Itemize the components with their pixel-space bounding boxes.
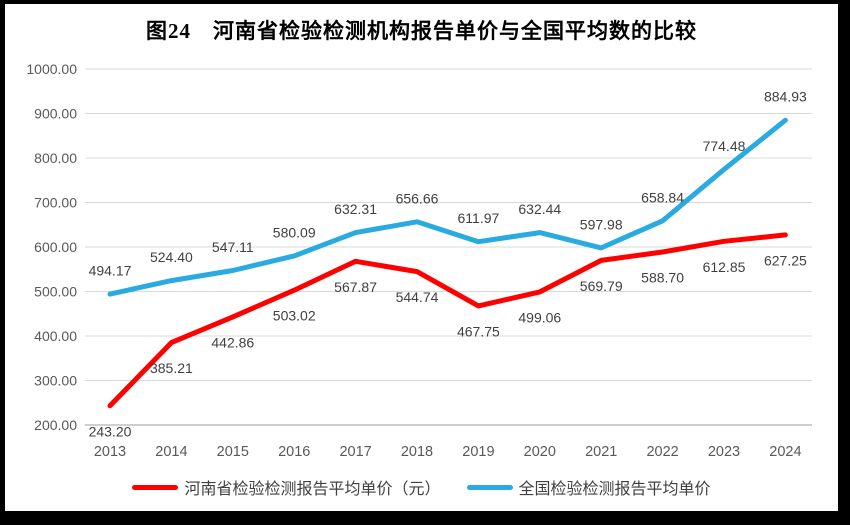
data-label-national: 632.44 [518, 201, 561, 217]
x-tick-label: 2017 [339, 444, 371, 460]
line-chart-plot-area: 200.00 300.00 400.00 500.00 600.00 700.00 800.… [26, 61, 812, 460]
data-label-national: 774.48 [703, 138, 746, 154]
y-tick-label: 1000.00 [26, 61, 77, 77]
data-label-national: 524.40 [150, 249, 193, 265]
data-label-national: 547.11 [212, 239, 254, 255]
series-line-national [107, 117, 788, 297]
y-tick-label: 600.00 [34, 239, 77, 255]
data-label-henan: 385.21 [150, 360, 193, 376]
data-label-henan: 588.70 [641, 270, 684, 286]
y-tick-label: 700.00 [34, 195, 77, 211]
series-line-henan [107, 232, 788, 409]
y-tick-label: 500.00 [34, 284, 77, 300]
x-tick-label: 2021 [585, 444, 617, 460]
legend-label-henan: 河南省检验检测报告平均单价（元） [184, 481, 441, 498]
data-label-henan: 243.20 [89, 423, 132, 439]
x-tick-label: 2022 [646, 444, 678, 460]
x-tick-label: 2019 [462, 444, 494, 460]
chart-title: 图24 河南省检验检测机构报告单价与全国平均数的比较 [146, 19, 697, 43]
y-tick-label: 800.00 [34, 150, 77, 166]
x-tick-label: 2013 [94, 444, 126, 460]
legend-line-sample-henan-icon [132, 484, 179, 490]
data-label-henan: 467.75 [457, 323, 500, 339]
x-tick-label: 2020 [524, 444, 556, 460]
y-tick-label: 300.00 [34, 373, 77, 389]
data-label-henan: 503.02 [273, 308, 316, 324]
x-tick-label: 2014 [155, 444, 187, 460]
data-label-national: 580.09 [273, 224, 316, 240]
data-label-henan: 569.79 [580, 278, 623, 294]
data-label-national: 611.97 [458, 210, 500, 226]
data-label-henan: 627.25 [764, 252, 807, 268]
data-label-henan: 442.86 [211, 334, 254, 350]
data-label-national: 597.98 [580, 216, 623, 232]
x-tick-label: 2015 [217, 444, 249, 460]
data-label-henan: 499.06 [518, 309, 561, 325]
data-label-national: 658.84 [641, 189, 684, 205]
y-tick-label: 200.00 [34, 417, 77, 433]
data-label-henan: 567.87 [334, 279, 377, 295]
y-tick-label: 900.00 [34, 106, 77, 122]
legend-label-national: 全国检验检测报告平均单价 [518, 481, 711, 498]
data-label-national: 656.66 [396, 190, 439, 206]
data-label-national: 494.17 [89, 263, 132, 279]
data-label-national: 632.31 [334, 201, 377, 217]
x-tick-label: 2018 [401, 444, 433, 460]
x-tick-label: 2023 [708, 444, 740, 460]
x-tick-label: 2024 [769, 444, 801, 460]
chart-legend: 河南省检验检测报告平均单价（元） 全国检验检测报告平均单价 [5, 475, 838, 499]
x-tick-label: 2016 [278, 444, 310, 460]
data-label-henan: 612.85 [703, 259, 746, 275]
data-label-national: 884.93 [764, 89, 807, 105]
legend-line-sample-national-icon [466, 484, 513, 490]
y-tick-label: 400.00 [34, 328, 77, 344]
data-label-henan: 544.74 [396, 289, 439, 305]
